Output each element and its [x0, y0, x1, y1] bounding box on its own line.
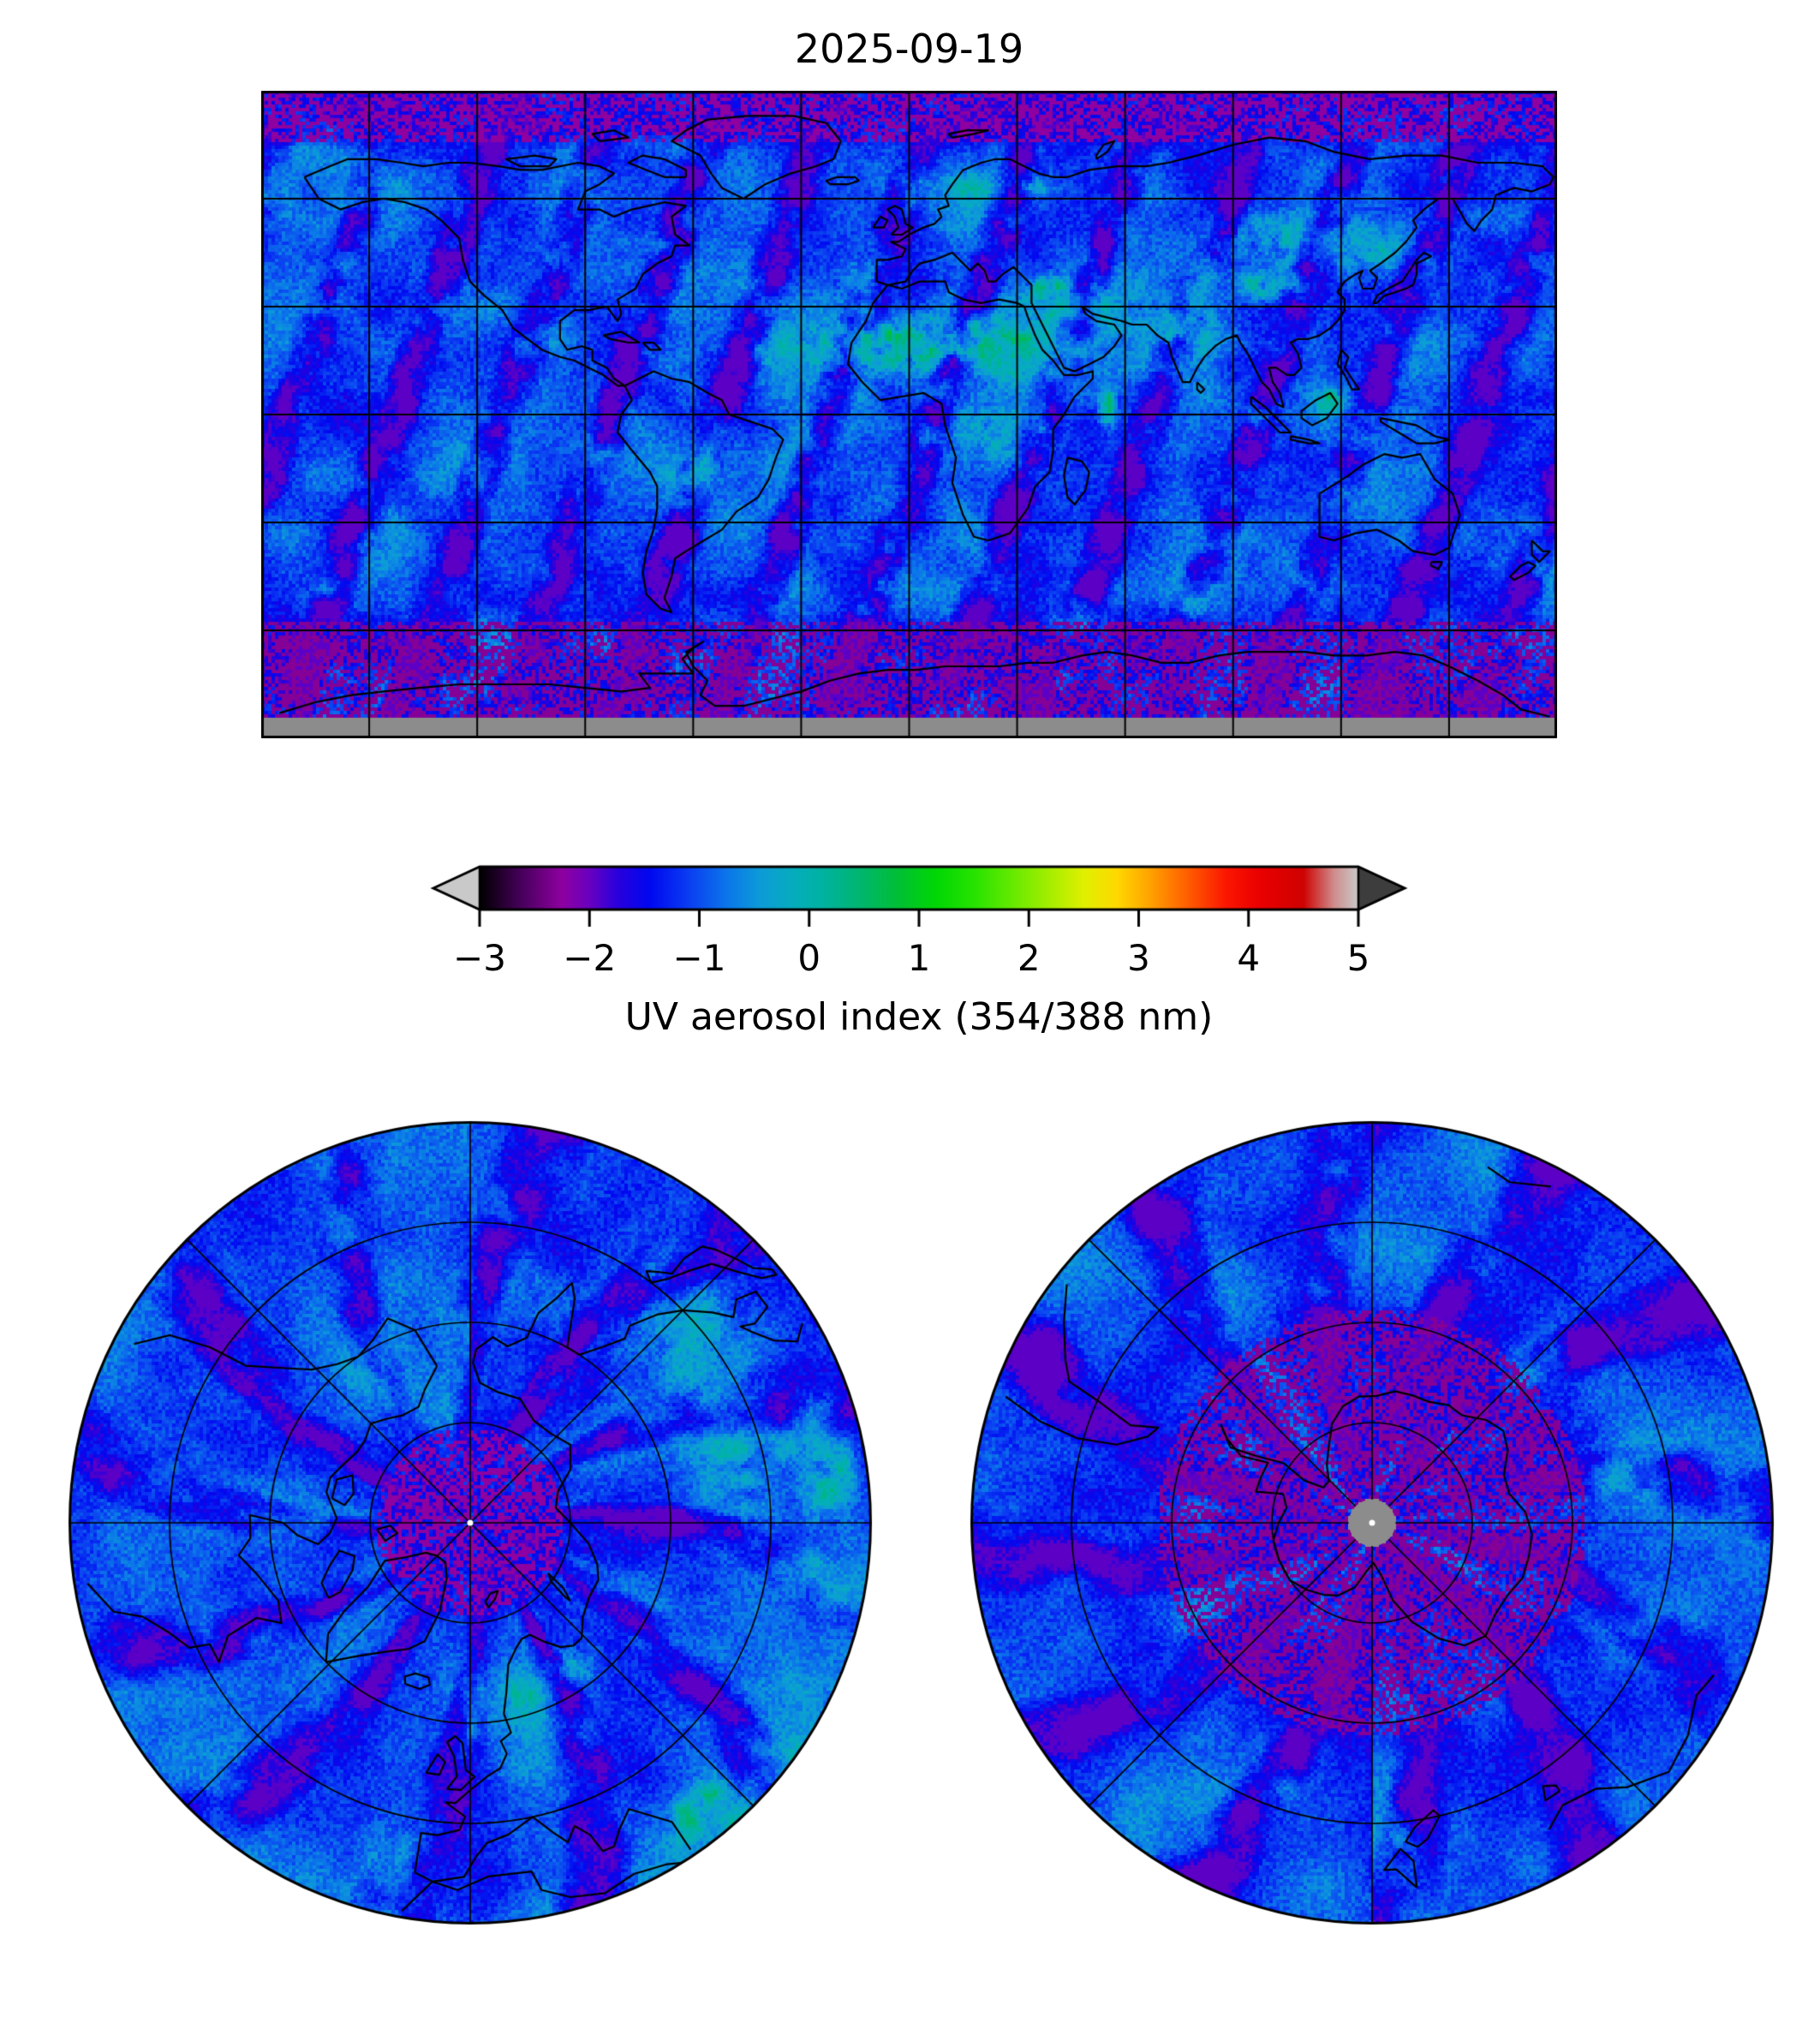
colorbar-tick-label: 0 — [797, 937, 821, 979]
colorbar-tick-label: 5 — [1346, 937, 1370, 979]
figure-title: 2025-09-19 — [794, 26, 1024, 72]
colorbar-tick-label: 2 — [1017, 937, 1041, 979]
colorbar-axis-label: UV aerosol index (354/388 nm) — [624, 995, 1214, 1039]
global-map-canvas — [261, 91, 1557, 738]
colorbar-tick-labels: −3 −2 −1 0 1 2 3 4 5 — [453, 937, 1369, 985]
colorbar-canvas — [420, 860, 1422, 928]
colorbar-tick-label: −3 — [453, 937, 506, 979]
colorbar-tick-label: 3 — [1127, 937, 1150, 979]
colorbar-tick-label: 4 — [1237, 937, 1261, 979]
north-polar-canvas — [66, 1119, 874, 1927]
colorbar-tick-label: −2 — [563, 937, 617, 979]
colorbar-tick-label: −1 — [672, 937, 726, 979]
colorbar-tick-label: 1 — [907, 937, 931, 979]
south-polar-canvas — [968, 1119, 1776, 1927]
